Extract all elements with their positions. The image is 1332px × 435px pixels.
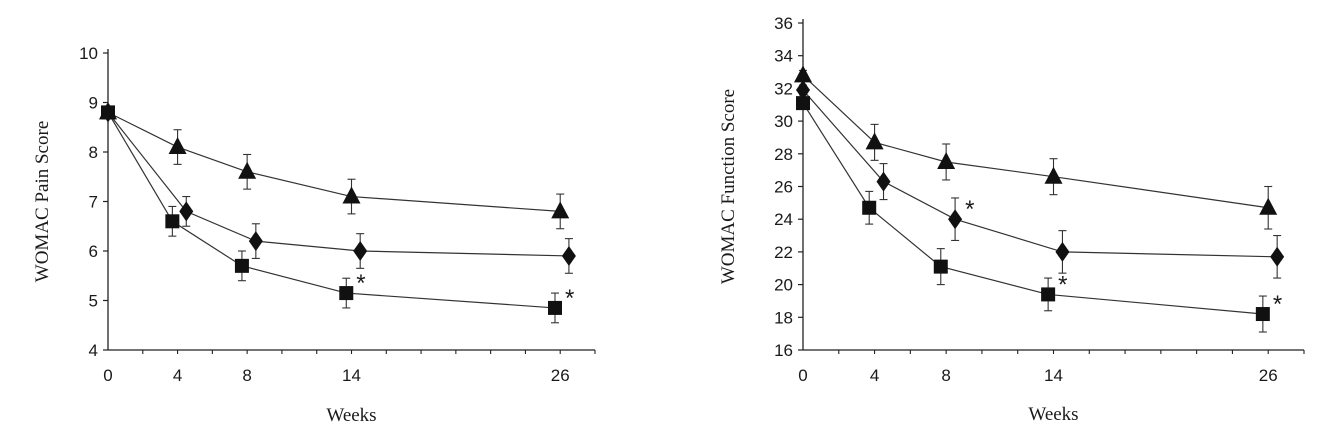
significance-asterisk: *	[965, 196, 974, 223]
triangle-marker	[238, 161, 257, 179]
series-diamond: *	[796, 80, 1285, 279]
diamond-marker	[796, 80, 810, 101]
y-tick-label: 6	[89, 242, 98, 261]
x-tick-label: 4	[173, 366, 182, 385]
y-axis-title: WOMAC Function Score	[718, 89, 739, 284]
diamond-marker	[561, 245, 576, 266]
triangle-marker	[551, 201, 570, 219]
square-marker	[933, 259, 948, 274]
y-tick-label: 26	[774, 178, 793, 197]
square-marker	[234, 258, 249, 273]
square-marker	[1041, 287, 1056, 302]
y-tick-label: 5	[89, 292, 98, 311]
x-tick-label: 0	[103, 366, 112, 385]
significance-asterisk: *	[356, 270, 365, 297]
y-tick-label: 30	[774, 112, 793, 131]
diamond-marker	[1055, 241, 1070, 262]
x-tick-label: 26	[1259, 366, 1278, 385]
square-marker	[339, 286, 354, 301]
y-tick-label: 34	[774, 47, 793, 66]
x-tick-label: 0	[798, 366, 807, 385]
y-tick-label: 16	[774, 341, 793, 360]
series-line	[107, 112, 556, 309]
x-axis-title: Weeks	[326, 405, 376, 426]
triangle-marker	[342, 186, 361, 204]
triangle-marker	[865, 132, 884, 150]
series-diamond	[101, 102, 576, 274]
diamond-marker	[353, 241, 368, 261]
y-tick-label: 9	[89, 94, 98, 113]
significance-asterisk: *	[1058, 271, 1067, 298]
y-tick-label: 22	[774, 243, 793, 262]
diamond-marker	[1270, 246, 1285, 267]
series-triangle	[794, 65, 1278, 230]
triangle-marker	[168, 137, 187, 155]
y-tick-label: 18	[774, 308, 793, 327]
function-score-chart: 16 18 20 22 24 26 28 30 32 34 36 0 4 8 14 26 Weeks WOMAC …	[718, 14, 1305, 425]
square-marker	[547, 300, 562, 315]
x-tick-label: 4	[870, 366, 879, 385]
triangle-marker	[1044, 166, 1063, 184]
series-square: **	[101, 105, 574, 324]
x-axis-title: Weeks	[1028, 404, 1078, 425]
diamond-marker	[248, 231, 263, 252]
x-tick-label: 14	[1044, 366, 1063, 385]
square-marker	[165, 214, 180, 229]
y-tick-label: 20	[774, 276, 793, 295]
y-tick-label: 7	[89, 193, 98, 212]
diamond-marker	[876, 171, 891, 192]
y-tick-label: 24	[774, 210, 793, 229]
square-marker	[1255, 307, 1270, 322]
series-line	[107, 111, 561, 212]
y-tick-label: 10	[79, 44, 98, 63]
x-tick-label: 26	[551, 366, 570, 385]
series-line	[802, 89, 1278, 258]
x-tick-label: 8	[242, 366, 251, 385]
y-tick-label: 36	[774, 14, 793, 33]
diamond-marker	[948, 209, 963, 230]
x-tick-label: 8	[941, 366, 950, 385]
series-triangle	[99, 102, 570, 230]
y-tick-label: 28	[774, 145, 793, 164]
square-marker	[796, 96, 810, 111]
y-tick-label: 4	[89, 341, 98, 360]
triangle-marker	[794, 65, 812, 83]
diamond-marker	[179, 201, 194, 222]
y-tick-label: 32	[774, 79, 793, 98]
square-marker	[101, 105, 115, 120]
significance-asterisk: *	[1273, 291, 1282, 318]
triangle-marker	[937, 151, 956, 169]
x-tick-label: 14	[342, 366, 361, 385]
square-marker	[862, 200, 877, 215]
triangle-marker	[1259, 197, 1278, 215]
y-axis-title: WOMAC Pain Score	[32, 121, 53, 282]
y-tick-label: 8	[89, 143, 98, 162]
significance-asterisk: *	[565, 285, 574, 312]
series-square: **	[796, 96, 1282, 333]
